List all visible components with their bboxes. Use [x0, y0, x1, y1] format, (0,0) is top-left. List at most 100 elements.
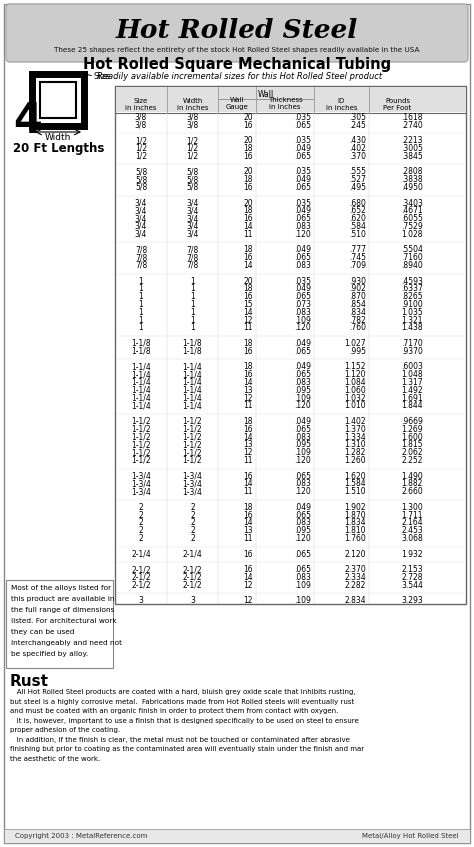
Text: 5/8: 5/8 — [186, 175, 199, 184]
Text: .065: .065 — [294, 511, 311, 519]
Text: 16: 16 — [243, 472, 253, 480]
Text: 14: 14 — [243, 479, 253, 489]
Text: 1.269: 1.269 — [401, 425, 423, 434]
Text: Size: Size — [94, 71, 111, 80]
Text: .430: .430 — [349, 136, 366, 145]
Text: 16: 16 — [243, 253, 253, 263]
Text: 1: 1 — [190, 307, 195, 317]
Text: 20: 20 — [243, 113, 253, 122]
Text: 14: 14 — [243, 573, 253, 582]
Text: 1-3/4: 1-3/4 — [182, 472, 202, 480]
Text: the full range of dimensions: the full range of dimensions — [11, 607, 114, 613]
Text: 1: 1 — [190, 300, 195, 309]
FancyBboxPatch shape — [32, 74, 84, 126]
FancyBboxPatch shape — [115, 86, 466, 605]
Text: .2213: .2213 — [401, 136, 423, 145]
Text: .035: .035 — [294, 198, 311, 208]
Text: 1.815: 1.815 — [401, 440, 423, 450]
Text: and must be coated with an organic finish in order to protect them from contact : and must be coated with an organic finis… — [10, 708, 338, 714]
Text: 5/8: 5/8 — [135, 168, 147, 176]
Text: 2: 2 — [190, 534, 195, 543]
Text: .049: .049 — [294, 503, 311, 512]
Text: These 25 shapes reflect the entirety of the stock Hot Rolled Steel shapes readil: These 25 shapes reflect the entirety of … — [54, 47, 420, 53]
Text: Pounds
Per Foot: Pounds Per Foot — [383, 98, 411, 111]
Text: 2: 2 — [138, 534, 143, 543]
Text: 3/4: 3/4 — [186, 222, 199, 231]
Text: .245: .245 — [349, 120, 366, 130]
Text: .065: .065 — [294, 370, 311, 379]
Text: 16: 16 — [243, 120, 253, 130]
Text: 1.584: 1.584 — [345, 479, 366, 489]
Text: 3.544: 3.544 — [401, 581, 423, 590]
Text: .7529: .7529 — [401, 222, 423, 231]
Text: 18: 18 — [244, 339, 253, 348]
Text: 1-3/4: 1-3/4 — [131, 479, 151, 489]
Text: 2.164: 2.164 — [401, 518, 423, 528]
Text: .109: .109 — [294, 596, 311, 606]
Text: 20: 20 — [243, 198, 253, 208]
Text: 1.028: 1.028 — [401, 230, 423, 239]
Text: .745: .745 — [349, 253, 366, 263]
Text: they can be used: they can be used — [11, 629, 74, 635]
Text: 11: 11 — [244, 534, 253, 543]
Text: 12: 12 — [244, 394, 253, 402]
Text: .2740: .2740 — [401, 120, 423, 130]
Text: .120: .120 — [294, 487, 311, 496]
Text: All Hot Rolled Steel products are coated with a hard, bluish grey oxide scale th: All Hot Rolled Steel products are coated… — [10, 689, 356, 695]
Text: 20: 20 — [243, 168, 253, 176]
Text: 2.252: 2.252 — [401, 456, 423, 465]
Text: .760: .760 — [349, 324, 366, 332]
Text: .120: .120 — [294, 230, 311, 239]
Text: ID
in inches: ID in inches — [326, 98, 357, 111]
Text: Hot Rolled Steel: Hot Rolled Steel — [116, 18, 358, 42]
Text: .652: .652 — [349, 207, 366, 215]
Text: Wall: Wall — [258, 90, 274, 98]
Text: 1/2: 1/2 — [186, 136, 199, 145]
Text: 3: 3 — [138, 596, 144, 606]
Text: 2-1/2: 2-1/2 — [131, 573, 151, 582]
Text: 11: 11 — [244, 230, 253, 239]
Text: 2: 2 — [138, 503, 143, 512]
Text: 2: 2 — [138, 518, 143, 528]
Text: 1.260: 1.260 — [345, 456, 366, 465]
Text: 20: 20 — [243, 136, 253, 145]
Text: 1.902: 1.902 — [345, 503, 366, 512]
Text: the aesthetic of the work.: the aesthetic of the work. — [10, 756, 100, 761]
Text: 1-1/2: 1-1/2 — [131, 440, 151, 450]
Text: 2.153: 2.153 — [401, 565, 423, 574]
Text: .620: .620 — [349, 214, 366, 224]
Text: It is, however, important to use a finish that is designed specifically to be us: It is, however, important to use a finis… — [10, 717, 359, 723]
Text: .049: .049 — [294, 363, 311, 371]
Text: 14: 14 — [243, 307, 253, 317]
Text: 2-1/2: 2-1/2 — [182, 581, 202, 590]
Text: 11: 11 — [244, 324, 253, 332]
Text: 16: 16 — [243, 565, 253, 574]
Text: 1-1/4: 1-1/4 — [182, 363, 202, 371]
Text: 13: 13 — [243, 440, 253, 450]
Text: 13: 13 — [243, 526, 253, 535]
Text: 20 Ft Lengths: 20 Ft Lengths — [13, 141, 105, 154]
Text: 2.834: 2.834 — [345, 596, 366, 606]
Text: 1-1/2: 1-1/2 — [131, 448, 151, 457]
Text: finishing but prior to coating as the contaminated area will eventually stain un: finishing but prior to coating as the co… — [10, 746, 364, 752]
Text: 1: 1 — [138, 285, 143, 293]
Text: .035: .035 — [294, 113, 311, 122]
Text: 1: 1 — [138, 300, 143, 309]
Text: 1.620: 1.620 — [345, 472, 366, 480]
Text: 1.048: 1.048 — [401, 370, 423, 379]
Text: .065: .065 — [294, 120, 311, 130]
Text: 3/8: 3/8 — [135, 120, 147, 130]
Text: 1: 1 — [138, 307, 143, 317]
Text: Metal/Alloy Hot Rolled Steel: Metal/Alloy Hot Rolled Steel — [363, 833, 459, 839]
Text: .065: .065 — [294, 550, 311, 558]
Text: 3/4: 3/4 — [186, 214, 199, 224]
Text: 3/4: 3/4 — [135, 207, 147, 215]
Text: 1.760: 1.760 — [344, 534, 366, 543]
Text: Rust: Rust — [10, 674, 49, 689]
Text: .065: .065 — [294, 214, 311, 224]
Text: but steel is a highly corrosive metal.  Fabrications made from Hot Rolled steels: but steel is a highly corrosive metal. F… — [10, 699, 354, 705]
Text: .065: .065 — [294, 472, 311, 480]
Text: .095: .095 — [294, 440, 311, 450]
Text: .8940: .8940 — [401, 261, 423, 270]
Text: 14: 14 — [243, 261, 253, 270]
